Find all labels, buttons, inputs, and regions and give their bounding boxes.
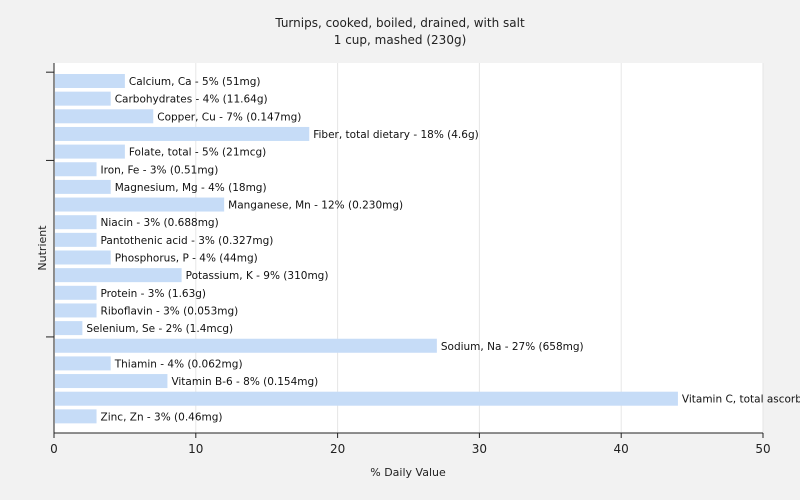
bar-label: Niacin - 3% (0.688mg): [101, 217, 219, 229]
y-axis-label: Nutrient: [36, 225, 49, 271]
bar: [55, 232, 97, 247]
bar-label: Thiamin - 4% (0.062mg): [114, 358, 243, 370]
bar-label: Vitamin B-6 - 8% (0.154mg): [171, 376, 318, 388]
bar-label: Zinc, Zn - 3% (0.46mg): [101, 411, 223, 423]
bar-label: Iron, Fe - 3% (0.51mg): [101, 164, 219, 176]
bar-label: Fiber, total dietary - 18% (4.6g): [313, 129, 478, 141]
bar-label: Vitamin C, total ascorbic acid - 44% (26…: [682, 394, 800, 406]
y-axis-ticks: [46, 71, 54, 338]
bar: [55, 285, 97, 300]
bar-label: Selenium, Se - 2% (1.4mcg): [86, 323, 233, 335]
bar: [55, 268, 182, 283]
bar: [55, 338, 437, 353]
bar: [55, 144, 125, 159]
bar: [55, 250, 111, 265]
bars: [55, 74, 678, 424]
bar: [55, 303, 97, 318]
bar-label: Riboflavin - 3% (0.053mg): [101, 305, 239, 317]
bar-label: Manganese, Mn - 12% (0.230mg): [228, 200, 403, 212]
bar: [55, 356, 111, 371]
x-axis-ticks: 0 10 20 30 40 50: [50, 433, 771, 456]
bar: [55, 215, 97, 230]
bar-label: Carbohydrates - 4% (11.64g): [115, 94, 268, 106]
bar-label: Potassium, K - 9% (310mg): [186, 270, 329, 282]
bar: [55, 74, 125, 88]
bar: [55, 179, 111, 194]
bar-label: Copper, Cu - 7% (0.147mg): [157, 111, 301, 123]
bar-label: Folate, total - 5% (21mcg): [129, 147, 266, 159]
plot-area: [54, 63, 763, 433]
bar-label: Phosphorus, P - 4% (44mg): [115, 253, 258, 265]
x-axis-label: % Daily Value: [370, 466, 446, 479]
x-tick-label: 10: [188, 442, 203, 456]
chart-title: Turnips, cooked, boiled, drained, with s…: [274, 16, 525, 30]
bar: [55, 126, 310, 141]
bar: [55, 321, 83, 336]
bar: [55, 162, 97, 177]
bar: [55, 109, 154, 124]
x-tick-label: 30: [472, 442, 487, 456]
bar-label: Magnesium, Mg - 4% (18mg): [115, 182, 267, 194]
bar-label: Pantothenic acid - 3% (0.327mg): [101, 235, 274, 247]
bar-label: Protein - 3% (1.63g): [101, 288, 207, 300]
x-tick-label: 0: [50, 442, 58, 456]
x-tick-label: 20: [330, 442, 345, 456]
bar: [55, 91, 111, 106]
x-tick-label: 40: [614, 442, 629, 456]
bar-label: Calcium, Ca - 5% (51mg): [129, 76, 261, 88]
bar: [55, 374, 168, 389]
x-tick-label: 50: [755, 442, 770, 456]
data-labels: Calcium, Ca - 5% (51mg) Carbohydrates - 4…: [86, 76, 800, 423]
bar-label: Sodium, Na - 27% (658mg): [441, 341, 584, 353]
bar: [55, 197, 225, 212]
chart-subtitle: 1 cup, mashed (230g): [334, 33, 467, 47]
bar: [55, 409, 97, 424]
bar: [55, 391, 678, 406]
gridlines: [195, 63, 764, 433]
